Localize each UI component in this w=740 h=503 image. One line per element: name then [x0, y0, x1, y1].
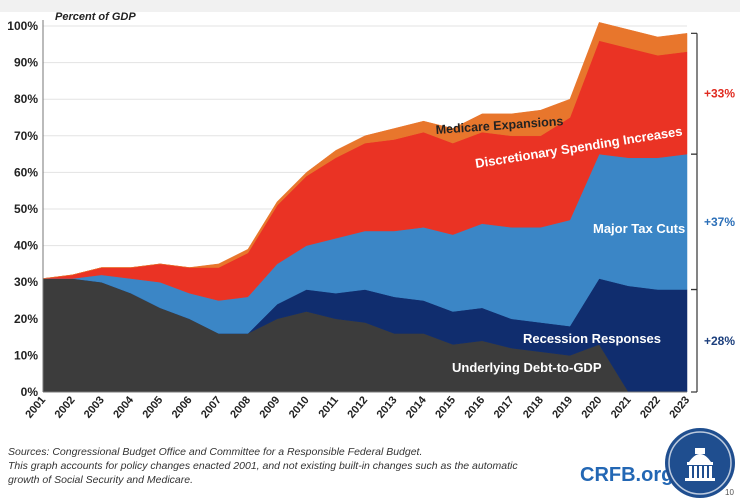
page-number: 10: [725, 488, 734, 497]
source-note: Sources: Congressional Budget Office and…: [8, 445, 608, 487]
x-tick-label: 2010: [287, 394, 312, 420]
y-tick-label: 60%: [14, 165, 38, 179]
y-tick-label: 40%: [14, 239, 38, 253]
x-tick-label: 2003: [82, 394, 107, 420]
annotation-label: Recession Responses: [523, 331, 661, 346]
x-tick-label: 2015: [433, 394, 458, 420]
x-tick-label: 2008: [228, 394, 253, 420]
x-tick-label: 2021: [609, 394, 634, 420]
x-tick-label: 2009: [258, 394, 283, 420]
x-tick-label: 2012: [345, 394, 370, 420]
x-tick-label: 2014: [404, 394, 429, 421]
y-tick-label: 80%: [14, 92, 38, 106]
y-tick-label: 50%: [14, 202, 38, 216]
y-tick-label: 100%: [7, 19, 38, 33]
source-line-3: growth of Social Security and Medicare.: [8, 474, 194, 486]
bracket-label: +37%: [704, 215, 735, 229]
x-tick-label: 2004: [111, 394, 136, 421]
bracket-label: +33%: [704, 87, 735, 101]
x-tick-label: 2002: [53, 394, 78, 420]
x-tick-label: 2007: [199, 394, 224, 420]
x-tick-label: 2013: [375, 394, 400, 420]
y-tick-label: 10%: [14, 348, 38, 362]
x-tick-label: 2006: [170, 394, 195, 420]
x-tick-label: 2011: [316, 394, 341, 420]
x-tick-label: 2020: [580, 394, 605, 420]
bracket-label: +28%: [704, 334, 735, 348]
y-axis-title: Percent of GDP: [55, 11, 136, 23]
y-tick-label: 30%: [14, 275, 38, 289]
y-tick-label: 0%: [21, 385, 39, 399]
source-line-2: This graph accounts for policy changes e…: [8, 460, 518, 472]
x-tick-label: 2017: [492, 394, 517, 420]
y-tick-label: 20%: [14, 312, 38, 326]
x-tick-label: 2022: [638, 394, 663, 420]
x-tick-label: 2019: [550, 394, 575, 420]
capitol-seal-icon: [665, 428, 735, 498]
source-line-1: Sources: Congressional Budget Office and…: [8, 446, 423, 458]
x-tick-label: 2023: [667, 394, 692, 420]
y-tick-label: 90%: [14, 56, 38, 70]
annotation-label: Underlying Debt-to-GDP: [452, 360, 602, 375]
x-tick-label: 2018: [521, 394, 546, 420]
x-tick-label: 2005: [140, 394, 165, 420]
top-strip: [0, 0, 740, 12]
crfb-logo-text[interactable]: CRFB.org: [580, 464, 674, 486]
annotation-label: Major Tax Cuts: [593, 221, 685, 236]
area-medicare-expansions: [42, 22, 688, 279]
y-tick-label: 70%: [14, 129, 38, 143]
x-tick-label: 2016: [462, 394, 487, 420]
